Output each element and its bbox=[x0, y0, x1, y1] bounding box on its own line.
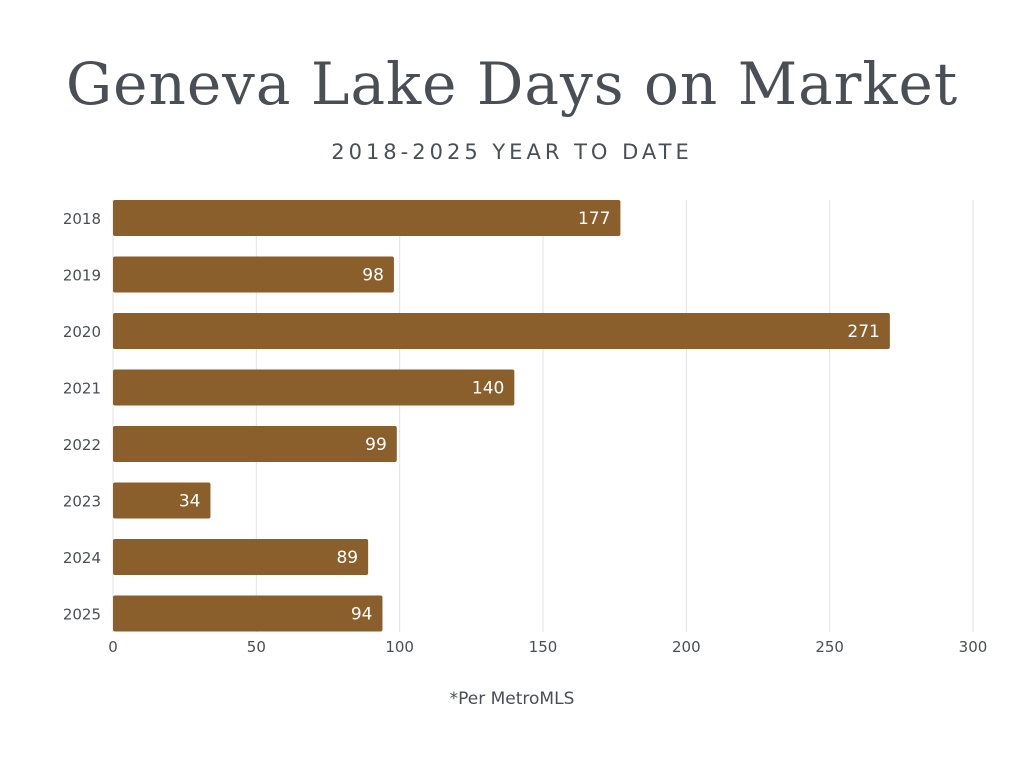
source-footnote: *Per MetroMLS bbox=[449, 689, 575, 709]
bar-value-label: 94 bbox=[351, 605, 373, 625]
bar-value-label: 98 bbox=[362, 266, 384, 286]
bar-2020 bbox=[113, 313, 890, 349]
bar-value-label: 99 bbox=[365, 435, 387, 455]
x-axis-tick-labels: 0 50 100 150 200 250 300 bbox=[108, 638, 987, 656]
bar-value-label: 177 bbox=[578, 209, 610, 229]
category-label: 2021 bbox=[63, 380, 101, 398]
bar-2019 bbox=[113, 256, 394, 293]
x-tick-label: 250 bbox=[815, 638, 844, 656]
bar-2023 bbox=[113, 482, 211, 519]
category-label: 2025 bbox=[63, 606, 101, 624]
x-tick-label: 200 bbox=[672, 638, 701, 656]
category-label: 2020 bbox=[63, 323, 101, 341]
category-label: 2023 bbox=[63, 493, 101, 511]
chart-subtitle: 2018-2025 YEAR TO DATE bbox=[331, 140, 693, 164]
x-tick-label: 100 bbox=[385, 638, 414, 656]
bar-2018 bbox=[113, 200, 621, 236]
bar-2024 bbox=[113, 539, 369, 575]
bar-value-label: 140 bbox=[472, 379, 504, 399]
x-tick-label: 150 bbox=[529, 638, 558, 656]
bar-value-label: 34 bbox=[179, 492, 201, 512]
bar-2021 bbox=[113, 369, 515, 406]
x-tick-label: 0 bbox=[108, 638, 118, 656]
x-tick-label: 50 bbox=[247, 638, 266, 656]
bar-2022 bbox=[113, 426, 397, 462]
bar-2025 bbox=[113, 595, 383, 632]
category-label: 2022 bbox=[63, 436, 101, 454]
category-label: 2019 bbox=[63, 267, 101, 285]
bars: 177 98 271 140 99 34 89 94 bbox=[113, 200, 890, 632]
category-label: 2018 bbox=[63, 210, 101, 228]
x-tick-label: 300 bbox=[959, 638, 988, 656]
category-labels: 2018 2019 2020 2021 2022 2023 2024 2025 bbox=[63, 210, 101, 624]
bar-value-label: 89 bbox=[336, 548, 358, 568]
chart-title: Geneva Lake Days on Market bbox=[65, 50, 959, 118]
bar-value-label: 271 bbox=[847, 322, 879, 342]
category-label: 2024 bbox=[63, 549, 101, 567]
